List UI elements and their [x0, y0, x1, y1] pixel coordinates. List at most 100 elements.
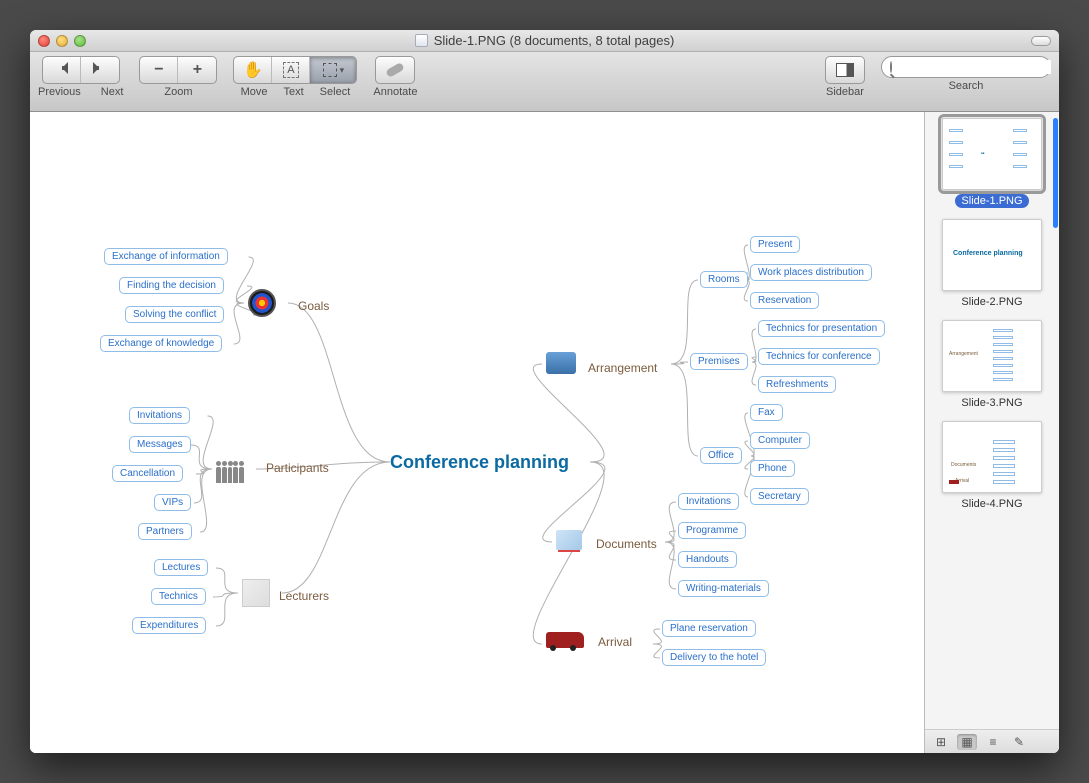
mindmap-leaf: Handouts [678, 551, 737, 568]
branch-label: Lecturers [279, 589, 329, 603]
zoom-group: − + Zoom [139, 56, 217, 98]
mindmap-subgroup: Premises [690, 353, 748, 370]
content-area: Conference planning Goals Exchange of inf… [30, 112, 1059, 753]
doc-icon [556, 530, 582, 550]
document-canvas[interactable]: Conference planning Goals Exchange of inf… [30, 112, 925, 753]
annotate-label: Annotate [373, 86, 417, 98]
titlebar: Slide-1.PNG (8 documents, 8 total pages) [30, 30, 1059, 52]
zoom-in-button[interactable]: + [178, 57, 216, 83]
sidebar-toolbar: ⊞ ▦ ≡ ✎ [925, 729, 1059, 753]
pen-icon [386, 62, 406, 78]
thumbnail-preview: DocumentsArrival [942, 421, 1042, 493]
branch-label: Documents [596, 537, 657, 551]
mindmap-leaf: VIPs [154, 494, 191, 511]
mindmap-subgroup: Rooms [700, 271, 748, 288]
search-field[interactable] [881, 56, 1051, 78]
people-icon [216, 455, 244, 483]
search-input[interactable] [896, 60, 1051, 74]
minus-icon: − [154, 61, 163, 79]
branch-label: Arrival [598, 635, 632, 649]
nav-group: Previous Next [38, 56, 123, 98]
thumbnail-preview: Arrangement [942, 320, 1042, 392]
search-icon [890, 61, 892, 73]
thumbnail-item[interactable]: DocumentsArrival Slide-4.PNG [942, 421, 1042, 512]
mindmap-leaf: Exchange of knowledge [100, 335, 222, 352]
previous-button[interactable] [43, 57, 81, 83]
thumbnail-sidebar: •• Slide-1.PNG Conference planning Slide-2.… [925, 112, 1059, 753]
text-icon: A [283, 62, 299, 78]
mindmap-center: Conference planning [390, 452, 569, 473]
mindmap-leaf: Work places distribution [750, 264, 872, 281]
annotate-button[interactable] [376, 57, 414, 83]
thumbnail-label: Slide-3.PNG [955, 396, 1028, 410]
thumbnail-preview: •• [942, 118, 1042, 190]
mindmap-leaf: Present [750, 236, 800, 253]
presenter-icon [242, 579, 270, 607]
mindmap-leaf: Technics for conference [758, 348, 880, 365]
thumbnail-preview: Conference planning [942, 219, 1042, 291]
mindmap-leaf: Phone [750, 460, 795, 477]
toolbar-pill-icon[interactable] [1031, 36, 1051, 46]
mindmap-leaf: Refreshments [758, 376, 836, 393]
mindmap-leaf: Solving the conflict [125, 306, 224, 323]
thumbnail-item[interactable]: Conference planning Slide-2.PNG [942, 219, 1042, 310]
mindmap-leaf: Computer [750, 432, 810, 449]
window-title: Slide-1.PNG (8 documents, 8 total pages) [30, 33, 1059, 48]
view-contact-sheet-button[interactable]: ⊞ [931, 734, 951, 750]
move-tool-button[interactable]: ✋ [234, 57, 272, 83]
thumbnail-item[interactable]: •• Slide-1.PNG [942, 118, 1042, 209]
arrow-left-icon [53, 62, 69, 78]
mindmap-leaf: Exchange of information [104, 248, 228, 265]
sidebar-label: Sidebar [826, 86, 864, 98]
tool-group: ✋ A ▾ Move Text Select [233, 56, 357, 98]
thumbnail-list[interactable]: •• Slide-1.PNG Conference planning Slide-2.… [925, 112, 1059, 729]
view-annotations-button[interactable]: ✎ [1009, 734, 1029, 750]
thumbnail-label: Slide-4.PNG [955, 497, 1028, 511]
zoom-out-button[interactable]: − [140, 57, 178, 83]
search-label: Search [949, 80, 984, 92]
branch-label: Goals [298, 299, 329, 313]
thumbnail-item[interactable]: Arrangement Slide-3.PNG [942, 320, 1042, 411]
hand-icon: ✋ [243, 60, 263, 80]
bus-icon [546, 632, 584, 648]
text-tool-button[interactable]: A [272, 57, 310, 83]
text-label: Text [283, 86, 303, 98]
arrow-right-icon [92, 62, 108, 78]
mindmap-leaf: Plane reservation [662, 620, 756, 637]
mindmap-leaf: Technics for presentation [758, 320, 885, 337]
mindmap-leaf: Lectures [154, 559, 208, 576]
phone-icon [546, 352, 576, 374]
mindmap-leaf: Reservation [750, 292, 819, 309]
mindmap-leaf: Programme [678, 522, 746, 539]
app-window: Slide-1.PNG (8 documents, 8 total pages)… [30, 30, 1059, 753]
branch-label: Participants [266, 461, 329, 475]
sidebar-toggle-button[interactable] [826, 57, 864, 83]
mindmap-leaf: Technics [151, 588, 206, 605]
mindmap-leaf: Fax [750, 404, 783, 421]
sidebar-group: Sidebar [825, 56, 865, 98]
select-label: Select [320, 86, 351, 98]
toolbar: Previous Next − + Zoom ✋ A ▾ Move Text S… [30, 52, 1059, 112]
mindmap-leaf: Finding the decision [119, 277, 224, 294]
branch-label: Arrangement [588, 361, 657, 375]
mindmap-subgroup: Office [700, 447, 742, 464]
next-button[interactable] [81, 57, 119, 83]
zoom-label: Zoom [164, 86, 192, 98]
mindmap-leaf: Messages [129, 436, 191, 453]
thumbnail-label: Slide-2.PNG [955, 295, 1028, 309]
view-toc-button[interactable]: ≡ [983, 734, 1003, 750]
mindmap-leaf: Cancellation [112, 465, 183, 482]
mindmap-leaf: Delivery to the hotel [662, 649, 766, 666]
thumbnail-label: Slide-1.PNG [955, 194, 1028, 208]
mindmap-leaf: Invitations [129, 407, 190, 424]
mindmap-leaf: Partners [138, 523, 192, 540]
file-icon [415, 34, 428, 47]
select-tool-button[interactable]: ▾ [310, 57, 356, 83]
mindmap-leaf: Secretary [750, 488, 809, 505]
mindmap-leaf: Invitations [678, 493, 739, 510]
select-icon [323, 63, 337, 77]
next-label: Next [101, 86, 124, 98]
target-icon [248, 289, 276, 317]
sidebar-icon [836, 63, 854, 77]
view-thumbnails-button[interactable]: ▦ [957, 734, 977, 750]
